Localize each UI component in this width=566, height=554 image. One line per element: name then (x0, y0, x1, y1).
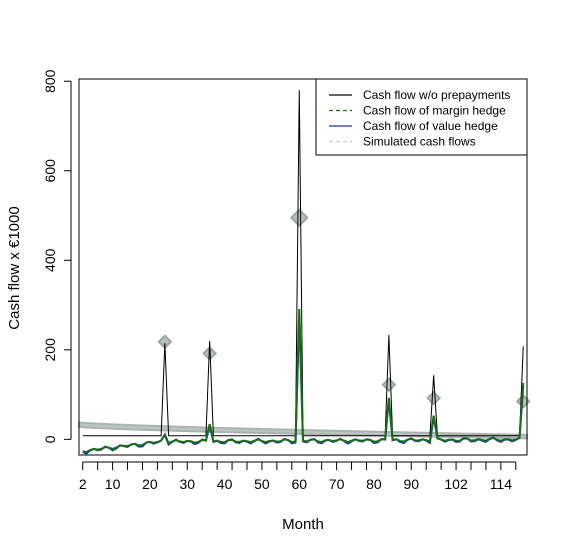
simulated-spike-marker (289, 208, 309, 228)
x-tick-label: 102 (444, 476, 468, 492)
series-cash-flow-margin-hedge (82, 309, 525, 454)
simulated-spike-marker (426, 390, 442, 406)
x-tick-label: 40 (217, 476, 233, 492)
x-axis: 2 10 20 30 40 50 60 70 80 90 102 114 (79, 461, 517, 492)
y-tick-label: 200 (42, 338, 58, 362)
y-tick-label: 800 (42, 69, 58, 93)
x-tick-label: 20 (142, 476, 158, 492)
legend-entry: Cash flow of value hedge (363, 119, 498, 133)
y-axis: 0 200 400 600 800 (42, 69, 72, 443)
series-layer (82, 90, 525, 455)
legend-entry: Cash flow of margin hedge (363, 104, 506, 118)
x-tick-label: 90 (403, 476, 419, 492)
x-tick-label: 114 (490, 476, 513, 492)
legend-box (315, 78, 528, 156)
legend-entry: Simulated cash flows (363, 135, 476, 149)
x-tick-label: 2 (79, 476, 87, 492)
y-tick-label: 400 (42, 248, 58, 272)
simulated-cash-flows-layer (78, 208, 531, 440)
legend: Cash flow w/o prepayments Cash flow of ma… (315, 78, 528, 156)
x-tick-label: 50 (254, 476, 270, 492)
x-tick-label: 60 (291, 476, 307, 492)
x-tick-label: 30 (179, 476, 195, 492)
x-tick-label: 70 (329, 476, 345, 492)
x-axis-title: Month (282, 516, 324, 533)
legend-entry: Cash flow w/o prepayments (363, 88, 510, 102)
plot-area-frame (78, 78, 528, 456)
y-tick-label: 0 (42, 435, 58, 443)
simulated-spike-marker (381, 377, 397, 393)
y-axis-title: Cash flow x €1000 (6, 206, 23, 329)
x-tick-label: 10 (105, 476, 121, 492)
x-tick-label: 80 (366, 476, 382, 492)
y-tick-label: 600 (42, 159, 58, 183)
